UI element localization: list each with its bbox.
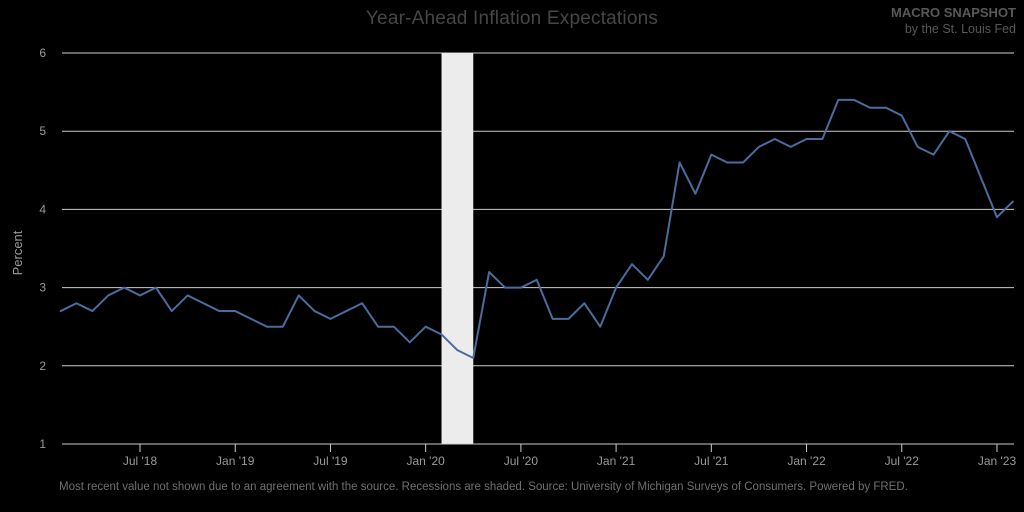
y-tick-label: 3	[39, 281, 46, 295]
x-tick-label: Jul '22	[885, 454, 920, 468]
x-tick-label: Jul '20	[504, 454, 539, 468]
footnote: Most recent value not shown due to an ag…	[59, 481, 908, 493]
x-tick-label: Jul '19	[313, 454, 348, 468]
brand-name: MACRO SNAPSHOT	[891, 5, 1016, 20]
brand-subtitle: by the St. Louis Fed	[904, 21, 1016, 36]
x-tick-label: Jan '19	[216, 454, 255, 468]
y-tick-label: 4	[39, 202, 46, 216]
y-tick-label: 1	[39, 437, 46, 451]
y-tick-label: 6	[39, 46, 46, 60]
x-tick-label: Jan '21	[597, 454, 636, 468]
y-tick-label: 5	[39, 124, 46, 138]
page-title: Year-Ahead Inflation Expectations	[365, 8, 659, 29]
y-tick-label: 2	[39, 359, 46, 373]
y-axis-title: Percent	[10, 230, 25, 275]
x-tick-label: Jul '18	[123, 454, 158, 468]
x-tick-label: Jul '21	[694, 454, 729, 468]
x-tick-label: Jan '23	[978, 454, 1017, 468]
x-tick-label: Jan '20	[406, 454, 445, 468]
x-tick-label: Jan '22	[787, 454, 826, 468]
brand-block: MACRO SNAPSHOT by the St. Louis Fed	[891, 5, 1016, 36]
data-line	[59, 98, 1014, 359]
recession-band	[441, 53, 474, 444]
